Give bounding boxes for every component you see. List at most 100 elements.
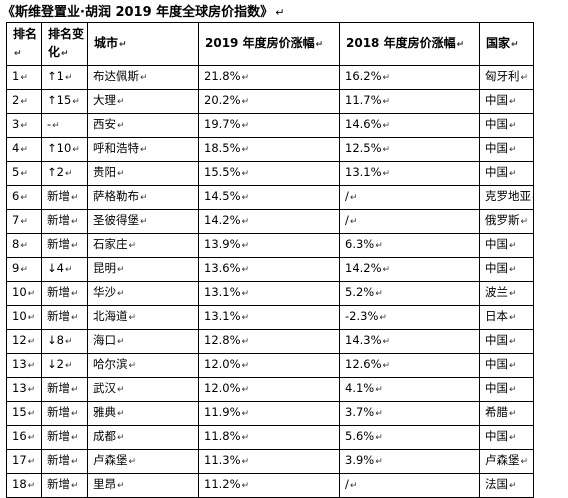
rank-cell-value: 13 [12,357,27,371]
change-2019-cell-value: 13.1% [204,309,241,323]
rank-cell: 12↵ [6,329,42,354]
city-cell-value: 贵阳 [93,165,116,179]
change-2018-cell: 3.7%↵ [339,401,480,426]
country-cell-value: 法国 [485,477,508,491]
paragraph-mark-icon: ↵ [20,169,28,179]
paragraph-mark-icon: ↵ [456,40,465,50]
paragraph-mark-icon: ↵ [509,121,517,131]
rank-cell: 8↵ [6,233,42,258]
paragraph-mark-icon: ↵ [382,265,391,275]
country-cell-value: 中国 [485,429,508,443]
paragraph-mark-icon: ↵ [509,481,517,491]
paragraph-mark-icon: ↵ [27,457,36,467]
table-row: 5↵ ↑2↵ 贵阳↵ 15.5%↵ 13.1%↵ 中国↵ [6,161,534,186]
paragraph-mark-icon: ↵ [64,73,73,83]
rank-change-cell-value: ↑1 [47,69,64,83]
city-cell-value: 西安 [93,117,116,131]
rank-change-cell: 新增↵ [41,209,88,234]
paragraph-mark-icon: ↵ [71,457,79,467]
change-2019-cell-value: 13.6% [204,261,241,275]
rank-cell: 5↵ [6,161,42,186]
change-2018-cell-value: 3.7% [345,405,375,419]
rank-change-cell: ↓8↵ [41,329,88,354]
city-cell-value: 海口 [93,333,116,347]
paragraph-mark-icon: ↵ [382,169,391,179]
paragraph-mark-icon: ↵ [20,193,28,203]
change-2018-cell-value: 16.2% [345,69,382,83]
change-2019-cell: 11.9%↵ [198,401,340,426]
rank-cell-value: 13 [12,381,27,395]
change-2019-cell-value: 13.1% [204,285,241,299]
paragraph-mark-icon: ↵ [382,73,391,83]
paragraph-mark-icon: ↵ [117,337,125,347]
header-rank-change-label: 排名变化 [48,27,85,59]
paragraph-mark-icon: ↵ [128,313,137,323]
house-price-index-table: 排名↵ 排名变化↵ 城市↵ 2019 年度房价涨幅↵ 2018 年度房价涨幅↵ … [6,22,534,498]
change-2019-cell-value: 18.5% [204,141,241,155]
paragraph-mark-icon: ↵ [375,433,383,443]
paragraph-mark-icon: ↵ [64,337,73,347]
paragraph-mark-icon: ↵ [382,145,391,155]
table-row: 13↵ ↓2↵ 哈尔滨↵ 12.0%↵ 12.6%↵ 中国↵ [6,353,534,378]
document-title-text: 《斯维登置业·胡润 2019 年度全球房价指数》 [2,5,274,20]
change-2019-cell: 20.2%↵ [198,89,340,114]
country-cell: 希腊↵ [479,401,534,426]
table-row: 16↵ 新增↵ 成都↵ 11.8%↵ 5.6%↵ 中国↵ [6,425,534,450]
header-change-2019-label: 2019 年度房价涨幅 [205,36,315,50]
paragraph-mark-icon: ↵ [315,40,324,50]
paragraph-mark-icon: ↵ [117,265,125,275]
change-2018-cell-value: -2.3% [345,309,379,323]
country-cell: 俄罗斯↵ [479,209,534,234]
change-2019-cell: 21.8%↵ [198,65,340,90]
paragraph-mark-icon: ↵ [71,289,79,299]
paragraph-mark-icon: ↵ [241,313,250,323]
table-row: 13↵ 新增↵ 武汉↵ 12.0%↵ 4.1%↵ 中国↵ [6,377,534,402]
paragraph-mark-icon: ↵ [20,145,28,155]
paragraph-mark-icon: ↵ [509,385,517,395]
rank-change-cell: ↑1↵ [41,65,88,90]
paragraph-mark-icon: ↵ [349,481,358,491]
paragraph-mark-icon: ↵ [241,289,250,299]
paragraph-mark-icon: ↵ [64,265,73,275]
change-2018-cell-value: 14.2% [345,261,382,275]
change-2018-cell: 14.6%↵ [339,113,480,138]
rank-cell: 2↵ [6,89,42,114]
rank-change-cell-value: 新增 [47,405,70,419]
city-cell-value: 卢森堡 [93,453,128,467]
header-change-2018-label: 2018 年度房价涨幅 [346,36,456,50]
paragraph-mark-icon: ↵ [117,385,125,395]
paragraph-mark-icon: ↵ [117,169,125,179]
table-body: 1↵ ↑1↵ 布达佩斯↵ 21.8%↵ 16.2%↵ 匈牙利↵ 2↵ ↑15↵ 大理↵ 20.2%… [6,65,534,498]
paragraph-mark-icon: ↵ [71,241,79,251]
rank-cell-value: 6 [12,189,20,203]
paragraph-mark-icon: ↵ [349,193,358,203]
rank-cell: 17↵ [6,449,42,474]
change-2019-cell-value: 14.2% [204,213,241,227]
paragraph-mark-icon: ↵ [241,121,250,131]
city-cell-value: 大理 [93,93,116,107]
city-cell-value: 成都 [93,429,116,443]
paragraph-mark-icon: ↵ [375,241,383,251]
rank-cell-value: 3 [12,117,20,131]
country-cell: 卢森堡↵ [479,449,534,474]
paragraph-mark-icon: ↵ [71,433,79,443]
country-cell-value: 匈牙利 [485,69,520,83]
rank-change-cell: 新增↵ [41,233,88,258]
city-cell-value: 圣彼得堡 [93,213,139,227]
table-row: 1↵ ↑1↵ 布达佩斯↵ 21.8%↵ 16.2%↵ 匈牙利↵ [6,65,534,90]
header-country-label: 国家 [486,36,511,50]
rank-cell: 4↵ [6,137,42,162]
paragraph-mark-icon: ↵ [140,193,148,203]
paragraph-mark-icon: ↵ [241,409,250,419]
rank-cell: 13↵ [6,377,42,402]
table-row: 12↵ ↓8↵ 海口↵ 12.8%↵ 14.3%↵ 中国↵ [6,329,534,354]
change-2018-cell: 14.2%↵ [339,257,480,282]
rank-change-cell: 新增↵ [41,281,88,306]
rank-change-cell: ↑15↵ [41,89,88,114]
header-change-2019: 2019 年度房价涨幅↵ [198,22,340,66]
city-cell: 圣彼得堡↵ [87,209,199,234]
paragraph-mark-icon: ↵ [117,409,125,419]
city-cell: 贵阳↵ [87,161,199,186]
rank-cell: 7↵ [6,209,42,234]
country-cell-value: 中国 [485,93,508,107]
